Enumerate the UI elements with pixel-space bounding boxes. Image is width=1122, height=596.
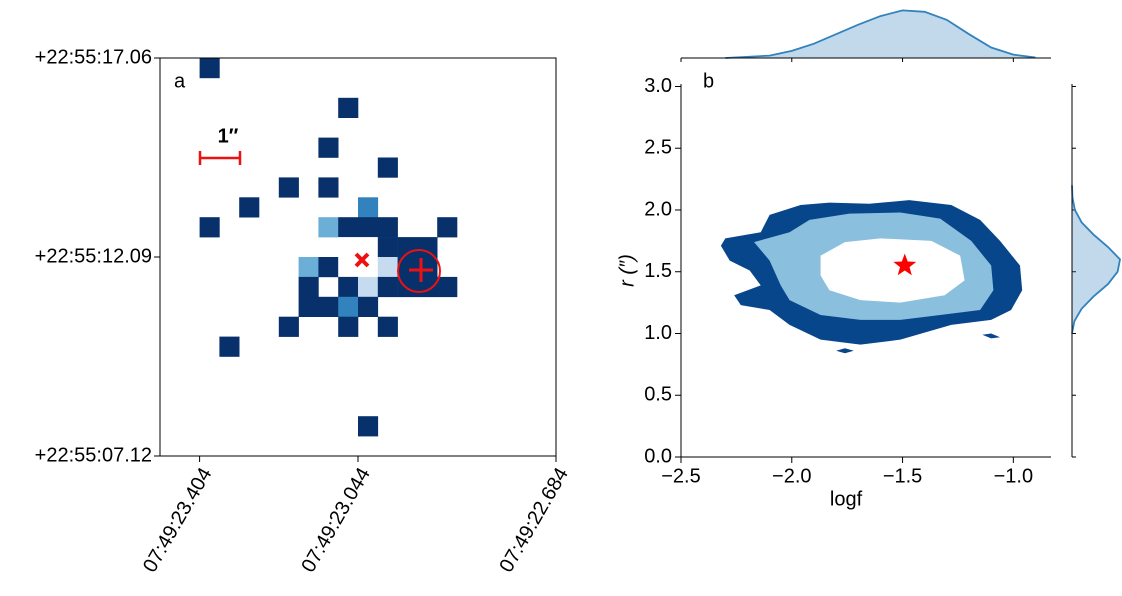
pixel [338,297,358,317]
y-axis-label: r (″) [616,254,638,287]
pixel [299,277,319,297]
pixel [200,217,220,237]
y-tick-label: +22:55:17.06 [35,46,152,68]
contour-region [982,333,1000,338]
pixel [299,297,319,317]
y-tick-label: 1.0 [644,322,672,344]
pixel [318,297,338,317]
x-axis-label: logf [830,488,863,510]
y-tick-label: 3.0 [644,75,672,97]
y-tick-label: 0.5 [644,384,672,406]
pixel [378,277,398,297]
pixel [239,197,259,217]
pixel [358,197,378,217]
pixel [378,237,398,257]
pixel [358,217,378,237]
marginal-x-area [725,10,1035,58]
pixel [437,277,457,297]
y-tick-label: 1.5 [644,260,672,282]
pixel [219,337,239,357]
pixel [378,217,398,237]
pixel [417,237,437,257]
panel-label: b [703,70,714,92]
pixel [378,158,398,178]
x-tick-label: −1.5 [883,465,922,487]
x-tick-label: 07:49:23.404 [139,464,216,576]
pixel [279,317,299,337]
x-tick-label: −1.0 [994,465,1033,487]
figure: 07:49:23.404 07:49:23.044 07:49:22.684 +22:… [0,0,1122,596]
pixel [318,177,338,197]
pixel [358,297,378,317]
contour-region [836,348,854,353]
x-tick-label: 07:49:23.044 [297,464,374,576]
x-tick-label: 07:49:22.684 [495,464,572,576]
pixel [338,257,358,277]
pixel [318,217,338,237]
pixel [299,257,319,277]
y-tick-label: 2.5 [644,137,672,159]
pixel [338,317,358,337]
y-tick-label: +22:55:12.09 [35,245,152,267]
pixel [318,138,338,158]
pixel [338,217,358,237]
pixel [437,217,457,237]
panel-label: a [174,70,186,92]
panel-a-annotations [200,151,240,165]
pixel [358,277,378,297]
x-tick-label: −2.5 [661,465,700,487]
pixel [279,177,299,197]
y-tick-label: 2.0 [644,198,672,220]
y-tick-label: +22:55:07.12 [35,444,152,466]
pixel [338,237,358,257]
scale-label: 1″ [218,125,239,147]
x-tick-label: −2.0 [772,465,811,487]
pixel [378,317,398,337]
pixel [338,277,358,297]
y-tick-label: 0.0 [644,445,672,467]
pixel [378,257,398,277]
pixel [200,58,220,78]
contour-region [821,238,965,302]
pixel [358,416,378,436]
pixel [338,98,358,118]
pixel [318,257,338,277]
